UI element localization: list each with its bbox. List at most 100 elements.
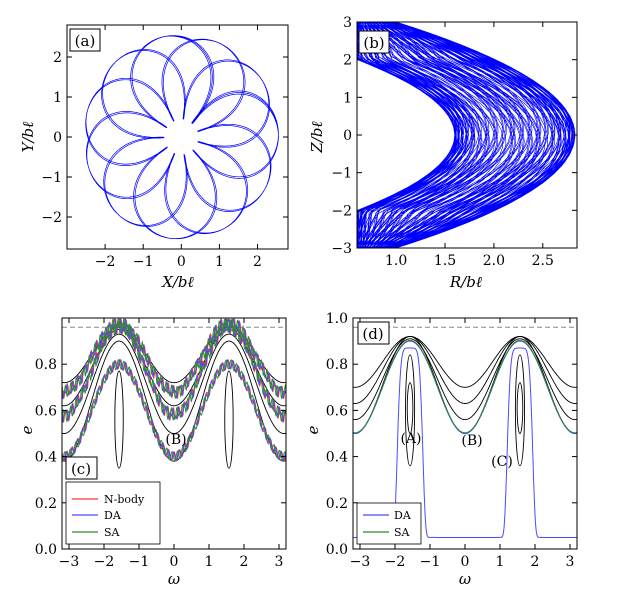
- x-tick-label: 3: [566, 554, 575, 570]
- x-tick-label: −3: [350, 554, 371, 570]
- series-sa-line-0: [62, 318, 286, 400]
- panel-d-label-box: [357, 321, 390, 345]
- panel-c-xlabel: ω: [168, 570, 180, 588]
- island-inner-1: [516, 382, 524, 434]
- panel-d-annotation-c: (C): [491, 454, 513, 470]
- x-tick-label: −3: [59, 554, 80, 570]
- contour-line-3: [353, 336, 577, 434]
- legend-label-sa: SA: [104, 526, 121, 539]
- panel-d-legend: DA SA: [356, 502, 422, 545]
- y-tick-label: −2: [331, 203, 352, 219]
- panel-d-ylabel: e: [304, 425, 322, 434]
- panel-c-label: (c): [71, 460, 91, 478]
- panel-a-plot-area: [85, 35, 279, 240]
- y-tick-label: 0.6: [35, 403, 57, 419]
- panel-a-xlabel: X/bℓ: [161, 273, 194, 291]
- meridional-orbit-line: [357, 22, 576, 248]
- legend-label-da: DA: [104, 509, 122, 522]
- y-tick-label: 0.8: [35, 357, 57, 373]
- y-tick-label: −1: [41, 170, 62, 186]
- panel-b-ticks: 1.0 1.5 2.0 2.5 −3 −2 −1 0 1 2 3: [331, 15, 577, 269]
- y-tick-label: 0.0: [326, 542, 348, 558]
- y-tick-label: −1: [331, 166, 352, 182]
- x-tick-label: 1.0: [385, 253, 407, 269]
- y-tick-label: 1: [53, 90, 62, 106]
- contour-line-3: [62, 340, 286, 462]
- panel-d-annotation-b: (B): [461, 433, 482, 449]
- island-inner-0: [406, 382, 414, 434]
- panel-a: −2 −1 0 1 2 −2 −1 0 1 2 (a) X/bℓ Y/bℓ: [19, 24, 289, 291]
- panel-b: 1.0 1.5 2.0 2.5 −3 −2 −1 0 1 2 3 (b) R/bℓ Z/bℓ: [308, 15, 578, 291]
- panel-a-ticks: −2 −1 0 1 2 −2 −1 0 1 2: [41, 25, 288, 270]
- panel-b-ylabel: Z/bℓ: [308, 121, 326, 153]
- panel-d-xlabel: ω: [459, 570, 471, 588]
- y-tick-label: 0.4: [35, 450, 57, 466]
- x-tick-label: 0: [177, 254, 186, 270]
- y-tick-label: 3: [343, 15, 352, 31]
- panel-c-annotation-b: (B): [165, 432, 186, 448]
- y-tick-label: 0.8: [326, 357, 348, 373]
- y-tick-label: −2: [41, 210, 62, 226]
- panel-c-plot-area: [62, 318, 286, 469]
- x-tick-label: −2: [94, 554, 115, 570]
- panel-c-ticks: −3 −2 −1 0 1 2 3 0.0 0.2 0.4 0.6 0.8: [35, 318, 286, 570]
- y-tick-label: 0: [53, 130, 62, 146]
- panel-c-ylabel: e: [18, 425, 36, 434]
- y-tick-label: 0.0: [35, 542, 57, 558]
- x-tick-label: 0: [170, 554, 179, 570]
- x-tick-label: −1: [133, 254, 154, 270]
- y-tick-label: 0.2: [35, 496, 57, 512]
- legend-d-label-sa: SA: [394, 526, 411, 539]
- panel-b-label-box: [358, 30, 390, 54]
- island-outer-0: [114, 370, 124, 469]
- series-sa-line: [353, 339, 577, 434]
- panel-b-label: (b): [363, 34, 384, 52]
- legend-d-label-da: DA: [394, 509, 412, 522]
- contour-line-0: [353, 336, 577, 388]
- contour-line-1: [62, 329, 286, 407]
- panel-d: −3 −2 −1 0 1 2 3 0.0 0.2 0.4 0.6 0.8 1.0 (d) (A) (B)…: [304, 311, 578, 588]
- y-tick-label: 0: [343, 128, 352, 144]
- x-tick-label: 3: [275, 554, 284, 570]
- series-sa-line-1: [62, 319, 286, 424]
- contour-line-2: [62, 333, 286, 434]
- x-tick-label: 2.5: [532, 253, 554, 269]
- panel-d-legend-box: [356, 502, 422, 545]
- island-outer-0: [405, 354, 416, 467]
- panel-d-ticks: −3 −2 −1 0 1 2 3 0.0 0.2 0.4 0.6 0.8 1.0: [326, 311, 577, 570]
- y-tick-label: −3: [331, 241, 352, 257]
- panel-c: −3 −2 −1 0 1 2 3 0.0 0.2 0.4 0.6 0.8 (c) (B) N-body…: [18, 317, 287, 588]
- contour-line-2: [353, 338, 577, 421]
- panel-c-legend: N-body DA SA: [65, 481, 161, 545]
- x-tick-label: −2: [95, 254, 116, 270]
- panel-d-plot-area: [353, 326, 577, 538]
- y-tick-label: 1.0: [326, 311, 348, 327]
- panel-a-label-box: [69, 28, 101, 52]
- orbit-line: [85, 35, 279, 240]
- island-outer-1: [514, 354, 525, 467]
- x-tick-label: 0: [461, 554, 470, 570]
- y-tick-label: 1: [343, 90, 352, 106]
- x-tick-label: 1: [215, 254, 224, 270]
- x-tick-label: 2: [253, 254, 262, 270]
- y-tick-label: 0.2: [326, 496, 348, 512]
- legend-label-nbody: N-body: [104, 493, 145, 506]
- panel-a-frame: [66, 24, 289, 250]
- panel-d-label: (d): [362, 325, 383, 343]
- panel-a-label: (a): [75, 32, 96, 50]
- panel-b-plot-area: [357, 22, 576, 248]
- panel-c-label-box: [65, 456, 98, 480]
- x-tick-label: 1: [496, 554, 505, 570]
- x-tick-label: 1: [205, 554, 214, 570]
- x-tick-label: −2: [385, 554, 406, 570]
- panel-c-legend-box: [65, 481, 161, 545]
- x-tick-label: 2: [240, 554, 249, 570]
- island-outer-1: [224, 370, 234, 469]
- y-tick-label: 2: [53, 50, 62, 66]
- x-tick-label: 2: [531, 554, 540, 570]
- y-tick-label: 0.4: [326, 450, 348, 466]
- panel-a-ylabel: Y/bℓ: [19, 122, 37, 153]
- x-tick-label: 2.0: [483, 253, 505, 269]
- series-sa-inner-line: [62, 359, 286, 462]
